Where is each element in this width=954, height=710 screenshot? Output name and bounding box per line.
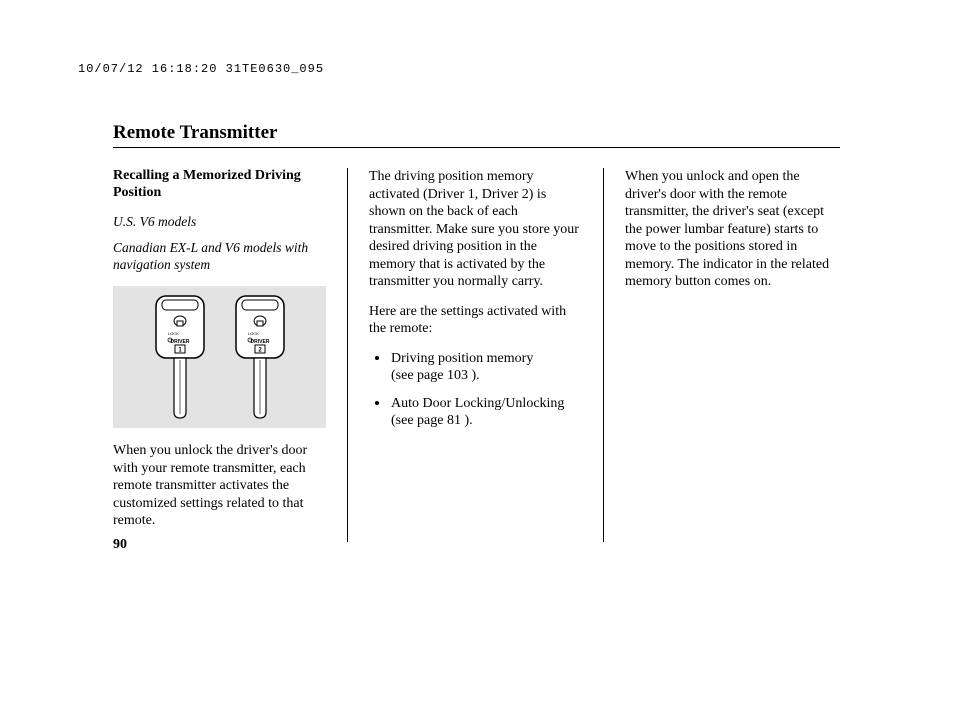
settings-list: Driving position memory (see page 103 ).… (369, 350, 582, 430)
key-illustration: LOCK DRIVER 1 LOCK DRIV (113, 286, 326, 428)
page-number: 90 (113, 537, 127, 553)
column-separator-2 (603, 168, 604, 542)
col2-paragraph-2: Here are the settings activated with the… (369, 303, 582, 338)
key-driver1-icon: LOCK DRIVER 1 (153, 294, 207, 422)
model-note-us: U.S. V6 models (113, 214, 326, 231)
bullet-line-2: (see page 103 ). (391, 368, 480, 383)
bullet-line-2: (see page 81 ). (391, 413, 473, 428)
model-note-canadian: Canadian EX-L and V6 models with navigat… (113, 240, 326, 274)
svg-text:DRIVER: DRIVER (170, 339, 189, 345)
page-title: Remote Transmitter (113, 122, 277, 144)
col2-paragraph-1: The driving position memory activated (D… (369, 168, 582, 291)
svg-text:LOCK: LOCK (168, 331, 179, 336)
column-2: The driving position memory activated (D… (369, 168, 582, 542)
key-driver2-icon: LOCK DRIVER 2 (233, 294, 287, 422)
manual-page: 10/07/12 16:18:20 31TE0630_095 Remote Tr… (0, 0, 954, 710)
bullet-line-1: Auto Door Locking/Unlocking (391, 396, 564, 411)
build-timestamp: 10/07/12 16:18:20 31TE0630_095 (78, 62, 324, 76)
title-underline (113, 147, 840, 148)
column-1: Recalling a Memorized Driving Position U… (113, 168, 326, 542)
list-item: Driving position memory (see page 103 ). (387, 350, 582, 385)
list-item: Auto Door Locking/Unlocking (see page 81… (387, 395, 582, 430)
col3-paragraph: When you unlock and open the driver's do… (625, 168, 838, 291)
content-columns: Recalling a Memorized Driving Position U… (113, 168, 840, 542)
section-heading: Recalling a Memorized Driving Position (113, 168, 326, 202)
svg-text:DRIVER: DRIVER (250, 339, 269, 345)
column-3: When you unlock and open the driver's do… (625, 168, 838, 542)
col1-paragraph: When you unlock the driver's door with y… (113, 442, 326, 530)
svg-text:LOCK: LOCK (248, 331, 259, 336)
bullet-line-1: Driving position memory (391, 351, 533, 366)
column-separator-1 (347, 168, 348, 542)
